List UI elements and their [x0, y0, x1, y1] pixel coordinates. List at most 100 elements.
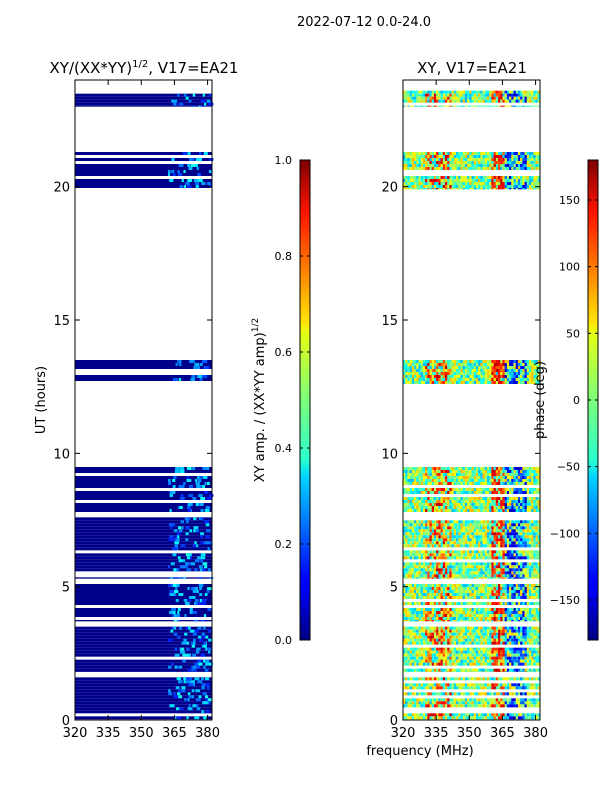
phase-cell: [414, 574, 417, 578]
phase-cell: [506, 650, 510, 654]
phase-cell: [427, 497, 430, 500]
phase-cell: [535, 535, 539, 539]
phase-cell: [460, 596, 463, 599]
phase-cell: [495, 683, 499, 687]
phase-cell: [471, 683, 475, 687]
phase-cell: [471, 686, 475, 690]
phase-cell: [520, 523, 523, 527]
phase-cell: [480, 509, 483, 512]
phase-cell: [442, 360, 446, 363]
phase-cell: [407, 593, 410, 596]
phase-cell: [502, 656, 505, 660]
phase-cell: [495, 520, 499, 524]
phase-cell: [442, 656, 446, 660]
phase-cell: [433, 590, 437, 593]
phase-cell: [456, 550, 459, 554]
phase-cell: [471, 532, 475, 536]
phase-cell: [405, 520, 408, 524]
amp-cell: [187, 707, 193, 711]
phase-cell: [418, 509, 421, 512]
phase-cell: [427, 632, 430, 636]
phase-cell: [427, 550, 430, 554]
phase-cell: [528, 506, 532, 509]
phase-cell: [482, 544, 486, 548]
amp-row: [75, 526, 212, 530]
phase-cell: [462, 587, 466, 590]
phase-cell: [506, 692, 510, 696]
phase-cell: [414, 614, 417, 617]
phase-cell: [506, 608, 510, 611]
amp-cell: [178, 360, 181, 363]
phase-cell: [467, 366, 470, 369]
phase-cell: [517, 716, 521, 720]
phase-cell: [480, 647, 483, 651]
phase-cell: [462, 467, 466, 470]
phase-cell: [471, 632, 475, 636]
phase-cell: [489, 503, 492, 506]
phase-cell: [449, 701, 452, 705]
amp-cell: [204, 520, 209, 524]
phase-cell: [442, 375, 446, 378]
phase-cell: [416, 632, 419, 636]
phase-cell: [469, 497, 472, 500]
phase-cell: [440, 529, 444, 533]
phase-cell: [489, 641, 492, 645]
phase-cell: [471, 626, 475, 630]
phase-cell: [453, 500, 457, 503]
phase-cell: [436, 701, 439, 705]
phase-cell: [403, 366, 406, 369]
amp-cell: [193, 529, 196, 533]
phase-cell: [478, 716, 481, 720]
phase-cell: [486, 659, 490, 663]
phase-cell: [440, 550, 444, 554]
phase-cell: [418, 650, 421, 654]
phase-cell: [506, 638, 510, 642]
phase-cell: [493, 535, 497, 539]
phase-cell: [469, 479, 472, 482]
phase-cell: [433, 638, 437, 642]
phase-cell: [438, 662, 441, 666]
phase-cell: [478, 544, 481, 548]
amp-cell: [195, 482, 200, 485]
phase-cell: [403, 520, 406, 524]
phase-cell: [425, 476, 428, 479]
phase-cell: [458, 479, 461, 482]
phase-cell: [469, 659, 472, 663]
phase-cell: [444, 482, 448, 485]
amp-cell: [184, 632, 188, 636]
phase-cell: [478, 479, 481, 482]
phase-cell: [420, 662, 424, 666]
phase-cell: [480, 372, 483, 375]
phase-cell: [425, 550, 428, 554]
phase-cell: [482, 686, 486, 690]
phase-cell: [460, 593, 463, 596]
phase-cell: [447, 506, 450, 509]
phase-cell: [511, 611, 514, 614]
phase-cell: [431, 668, 435, 672]
phase-cell: [509, 544, 512, 548]
phase-cell: [491, 629, 494, 633]
phase-cell: [418, 638, 421, 642]
phase-cell: [433, 659, 437, 663]
phase-cell: [440, 506, 444, 509]
phase-cell: [409, 608, 413, 611]
phase-cell: [471, 704, 475, 708]
phase-cell: [467, 565, 470, 569]
phase-cell: [473, 366, 477, 369]
phase-cell: [509, 363, 512, 366]
phase-cell: [447, 596, 450, 599]
phase-cell: [535, 476, 539, 479]
phase-cell: [511, 366, 514, 369]
phase-cell: [526, 532, 530, 536]
amp-cell: [183, 677, 189, 681]
phase-cell: [506, 532, 510, 536]
phase-cell: [506, 590, 510, 593]
phase-cell: [478, 574, 481, 578]
phase-cell: [438, 608, 441, 611]
phase-cell: [520, 593, 523, 596]
phase-cell: [407, 602, 410, 605]
phase-cell: [451, 626, 455, 630]
phase-cell: [409, 532, 413, 536]
phase-cell: [451, 629, 455, 633]
phase-cell: [444, 611, 448, 614]
